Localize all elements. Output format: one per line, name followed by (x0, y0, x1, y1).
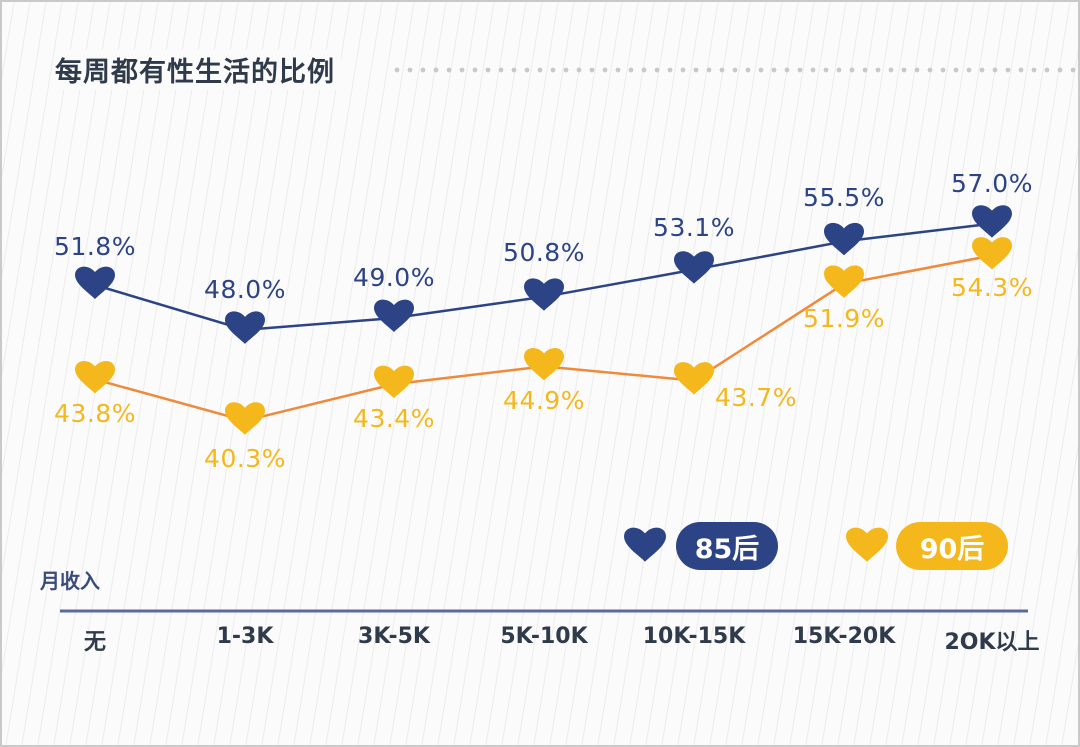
x-tick-label-5: 15K-20K (792, 624, 896, 649)
title-dotted-rule (394, 67, 1076, 73)
heart-marker-1-4 (674, 362, 714, 395)
heart-marker-0-6 (972, 205, 1012, 238)
x-tick-label-4: 10K-15K (642, 624, 746, 649)
data-label-1-1: 40.3% (204, 443, 286, 473)
heart-marker-1-1 (225, 402, 265, 435)
data-label-0-2: 49.0% (353, 263, 435, 293)
data-label-1-2: 43.4% (353, 404, 435, 434)
data-label-0-0: 51.8% (54, 232, 136, 261)
heart-marker-1-2 (374, 365, 414, 399)
data-label-1-4: 43.7% (715, 382, 797, 412)
data-label-0-6: 57.0% (951, 168, 1033, 198)
chart-title: 每周都有性生活的比例 (55, 50, 341, 89)
legend-85-label: 85后 (676, 522, 778, 570)
legend-90-label: 90后 (896, 522, 1008, 570)
data-label-1-6: 54.3% (951, 272, 1033, 302)
legend-90-heart-icon (846, 527, 888, 562)
heart-marker-1-0 (75, 360, 115, 394)
x-tick-label-0: 无 (83, 630, 107, 655)
data-label-1-3: 44.9% (503, 386, 585, 416)
x-tick-label-6: 2OK以上 (944, 630, 1040, 655)
data-label-1-5: 51.9% (803, 303, 885, 333)
x-axis-title: 月收入 (40, 569, 100, 593)
x-tick-label-2: 3K-5K (358, 624, 430, 649)
heart-marker-0-2 (374, 299, 414, 333)
data-label-0-3: 50.8% (503, 237, 585, 267)
heart-marker-1-5 (824, 265, 864, 298)
heart-marker-0-5 (824, 222, 864, 256)
heart-marker-0-4 (674, 251, 714, 284)
series-markers (75, 205, 1012, 435)
data-label-1-0: 43.8% (54, 399, 136, 429)
heart-marker-0-0 (75, 266, 115, 299)
data-label-0-1: 48.0% (204, 274, 286, 304)
data-label-0-4: 53.1% (653, 212, 735, 242)
x-tick-label-1: 1-3K (216, 624, 274, 649)
data-label-0-5: 55.5% (803, 183, 885, 213)
heart-marker-1-3 (524, 347, 564, 381)
heart-marker-0-1 (225, 311, 265, 344)
heart-marker-1-6 (972, 237, 1012, 270)
legend-85-heart-icon (624, 527, 666, 562)
heart-marker-0-3 (524, 278, 564, 311)
x-tick-label-3: 5K-10K (500, 624, 588, 649)
